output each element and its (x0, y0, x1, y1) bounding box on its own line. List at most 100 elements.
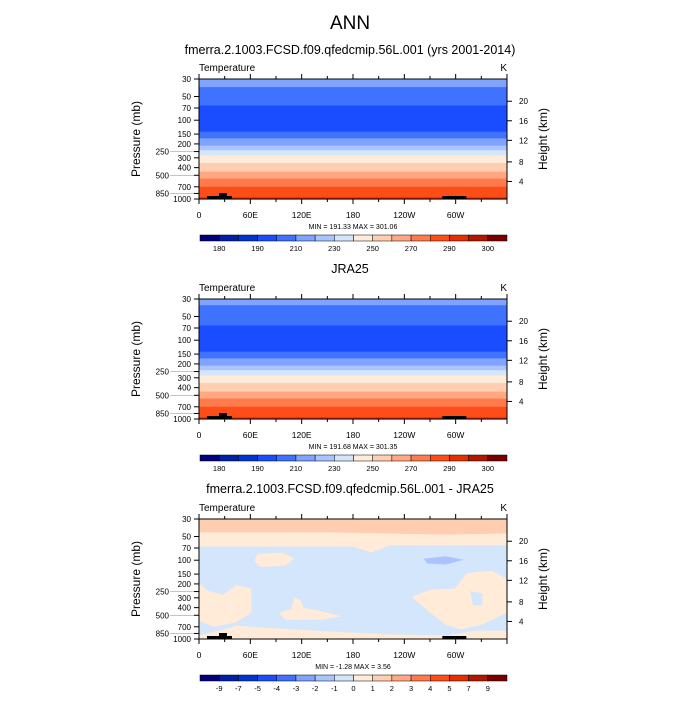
y-tick-label: 200 (178, 140, 192, 149)
y-tick-label: 850 (156, 189, 170, 198)
colorbar-box (430, 674, 450, 682)
y-tick-label: 400 (178, 164, 192, 173)
right-string: K (500, 503, 507, 514)
y-tick-label: 250 (156, 588, 170, 597)
y-tick-label: 300 (178, 154, 192, 163)
colorbar-box (314, 674, 335, 682)
x-tick-label: 120E (292, 430, 312, 440)
colorbar-label: 180 (213, 244, 226, 253)
contour-band (199, 417, 507, 420)
colorbar-box (295, 674, 316, 682)
panel-3: fmerra.2.1003.FCSD.f09.qfedcmip.56L.001 … (129, 482, 550, 693)
colorbar-box (391, 674, 412, 682)
topography-andes (442, 416, 467, 419)
colorbar-label: 290 (443, 244, 456, 253)
contour-band (199, 197, 507, 200)
colorbar-box (410, 234, 431, 242)
colorbar-box (468, 674, 489, 682)
y-axis-title: Pressure (mb) (129, 321, 143, 397)
y-tick-label: 1000 (173, 635, 191, 644)
y-tick-label: 150 (178, 350, 192, 359)
y-right-tick-label: 4 (519, 617, 524, 626)
y-tick-label: 100 (178, 556, 192, 565)
left-string: Temperature (199, 503, 256, 514)
colorbar: 180 190 210 230 250 270 290 300 (199, 234, 508, 253)
x-tick-label: 0 (197, 210, 202, 220)
contour-band (199, 406, 507, 416)
colorbar-label: -9 (216, 684, 223, 693)
x-tick-label: 0 (197, 430, 202, 440)
colorbar-box (199, 234, 220, 242)
x-tick-label: 180 (346, 650, 360, 660)
colorbar-box (468, 454, 489, 462)
colorbar-box (314, 454, 335, 462)
y-tick-label: 700 (178, 623, 192, 632)
colorbar-box (199, 454, 220, 462)
colorbar-label: 250 (366, 244, 379, 253)
panel-2: JRA25 Temperature K 0 60E 120E 180 120W 60W MIN =… (129, 262, 550, 473)
contour-band (199, 186, 507, 196)
x-tick-label: 180 (346, 210, 360, 220)
topography-africa (219, 413, 227, 419)
colorbar-box (295, 454, 316, 462)
contour-band (199, 358, 507, 367)
colorbar-label: 5 (447, 684, 451, 693)
colorbar-label: 270 (405, 464, 418, 473)
colorbar-box (314, 234, 335, 242)
x-tick-label: 120W (393, 650, 415, 660)
contour-band (199, 163, 507, 173)
y-tick-label: 300 (178, 374, 192, 383)
panel-title: fmerra.2.1003.FCSD.f09.qfedcmip.56L.001 … (185, 43, 516, 57)
contour-region (199, 582, 252, 627)
y-right-tick-label: 12 (519, 136, 528, 145)
x-tick-label: 60E (243, 650, 258, 660)
x-tick-label: 180 (346, 430, 360, 440)
colorbar-label: 180 (213, 464, 226, 473)
colorbar-box (487, 234, 508, 242)
colorbar-box (372, 234, 393, 242)
y-tick-label: 250 (156, 148, 170, 157)
y-tick-label: 500 (156, 391, 170, 400)
contour-field (199, 519, 507, 639)
colorbar-box (430, 454, 450, 462)
colorbar-box (353, 454, 373, 462)
colorbar-label: 9 (486, 684, 490, 693)
colorbar-label: -2 (312, 684, 319, 693)
y-right-tick-label: 20 (519, 97, 528, 106)
x-tick-label: 60W (447, 210, 464, 220)
figure-title: ANN (330, 13, 370, 34)
contour-band (199, 414, 507, 418)
y-right-tick-label: 16 (519, 337, 528, 346)
y-tick-label: 200 (178, 580, 192, 589)
contour-region (411, 570, 507, 630)
y-axis-title: Pressure (mb) (129, 101, 143, 177)
colorbar-box (238, 234, 258, 242)
y-axis-title: Pressure (mb) (129, 541, 143, 617)
topography-andes (442, 636, 467, 639)
y-tick-label: 70 (182, 544, 191, 553)
contour-band (199, 305, 507, 318)
contour-region (470, 591, 483, 606)
x-tick-label: 60E (243, 430, 258, 440)
colorbar-box (334, 454, 354, 462)
topography-andes (442, 196, 467, 199)
y-tick-label: 150 (178, 570, 192, 579)
min-max-stats: MIN = 191.68 MAX = 301.35 (309, 444, 398, 451)
y-tick-label: 850 (156, 409, 170, 418)
y-right-tick-label: 8 (519, 598, 524, 607)
colorbar-box (334, 234, 354, 242)
colorbar-box (410, 454, 431, 462)
contour-band (199, 375, 507, 384)
contour-region (199, 519, 507, 535)
contour-band (199, 365, 507, 371)
y-tick-label: 400 (178, 604, 192, 613)
x-tick-label: 60W (447, 430, 464, 440)
y-tick-label: 200 (178, 360, 192, 369)
x-tick-label: 120W (393, 430, 415, 440)
y-tick-label: 100 (178, 336, 192, 345)
colorbar-box (257, 234, 277, 242)
right-string: K (500, 63, 507, 74)
contour-band (199, 145, 507, 151)
colorbar-box (353, 674, 373, 682)
